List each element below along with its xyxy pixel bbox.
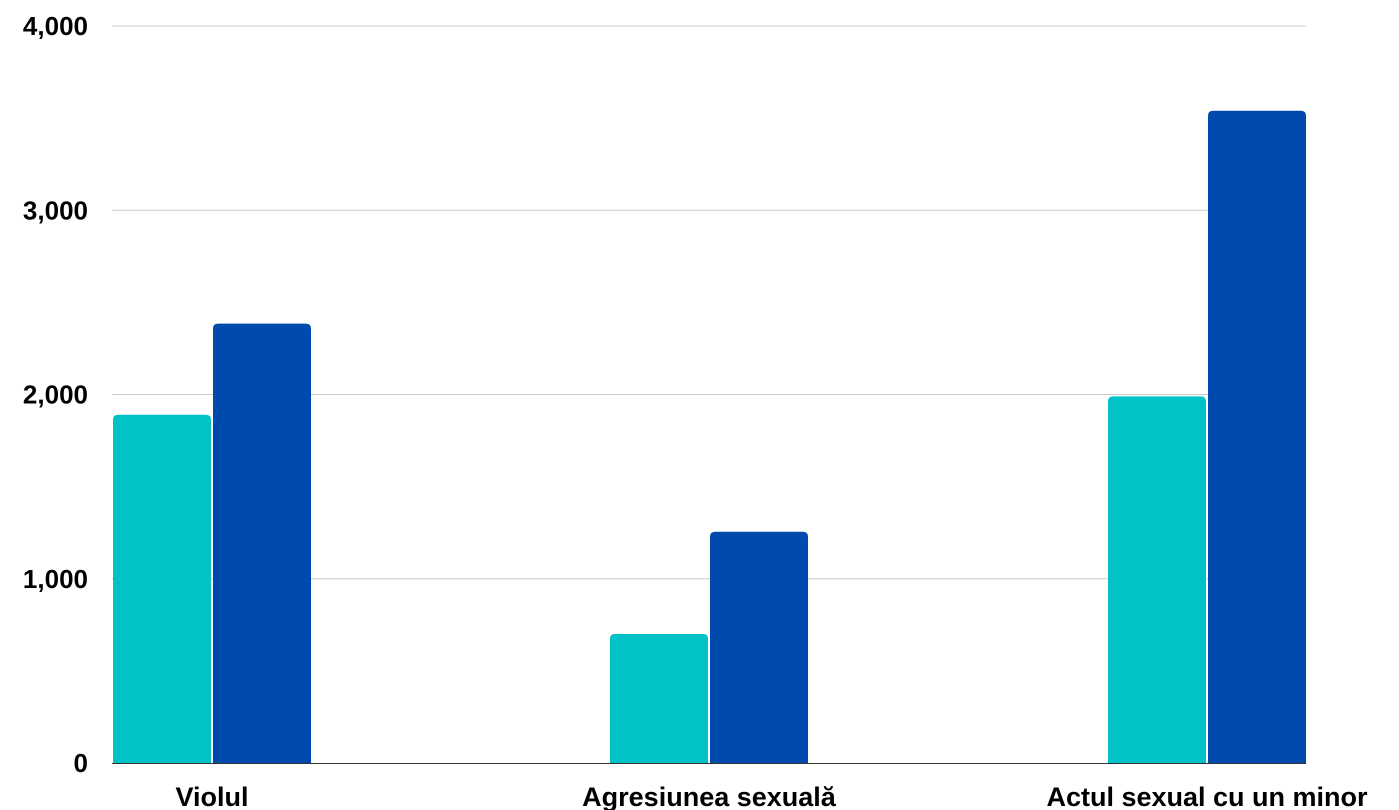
- x-axis-category-labels: Violul Agresiunea sexuală Actul sexual cu …: [175, 782, 1368, 810]
- bar-actul-sexual-cu-un-minor-series-2: [1208, 110, 1306, 763]
- bar-agresiunea-sexuala-series-1: [610, 634, 708, 763]
- x-tick-label-agresiunea-sexuala: Agresiunea sexuală: [582, 782, 837, 810]
- y-axis-tick-labels: 0 1,000 2,000 3,000 4,000: [23, 11, 88, 778]
- y-tick-label: 4,000: [23, 11, 88, 41]
- bar-agresiunea-sexuala-series-2: [710, 531, 808, 763]
- bar-violul-series-2: [213, 323, 311, 763]
- x-tick-label-actul-sexual-cu-un-minor: Actul sexual cu un minor: [1046, 782, 1368, 810]
- y-tick-label: 0: [74, 748, 88, 778]
- bar-actul-sexual-cu-un-minor-series-1: [1108, 396, 1206, 763]
- y-tick-label: 1,000: [23, 564, 88, 594]
- bar-violul-series-1: [113, 414, 211, 763]
- bars: [113, 110, 1306, 763]
- y-tick-label: 3,000: [23, 195, 88, 225]
- x-tick-label-violul: Violul: [175, 782, 248, 810]
- y-tick-label: 2,000: [23, 380, 88, 410]
